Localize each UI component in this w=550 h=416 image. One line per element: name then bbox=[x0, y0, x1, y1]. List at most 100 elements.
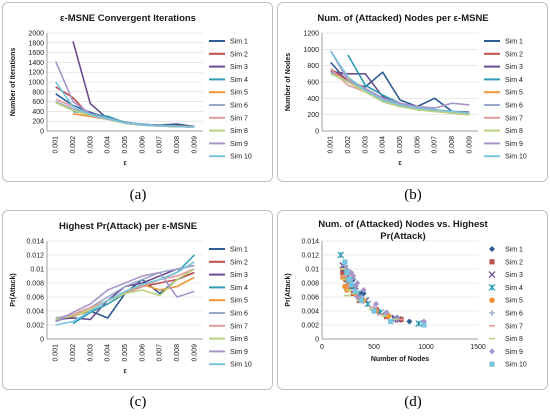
chart-a-svg: ε-MSNE Convergent Iterations 0 200 400 600 80… bbox=[10, 13, 252, 167]
data-point bbox=[354, 280, 361, 286]
legend-label: Sim 7 bbox=[230, 323, 248, 330]
x-axis-label: ε bbox=[398, 160, 402, 167]
data-point bbox=[346, 276, 352, 283]
y-tick-label: 0.008 bbox=[301, 281, 319, 288]
x-tick-label: 0.005 bbox=[122, 344, 129, 362]
legend-label: Sim 8 bbox=[505, 336, 523, 343]
chart-panel-d: Num. of (Attacked) Nodes vs. Highest Pr(A… bbox=[277, 210, 548, 390]
y-tick-label: 0.006 bbox=[26, 295, 44, 302]
y-tick-label: 0.01 bbox=[30, 267, 44, 274]
legend-label: Sim 1 bbox=[230, 39, 248, 46]
y-tick-label: 1200 bbox=[28, 70, 44, 77]
legend-label: Sim 10 bbox=[230, 362, 252, 369]
y-tick-label: 1000 bbox=[28, 80, 44, 87]
x-axis-label: ε bbox=[123, 368, 127, 375]
legend-label: Sim 10 bbox=[230, 154, 252, 161]
legend-label: Sim 4 bbox=[505, 285, 523, 292]
chart-b-svg: Num. of (Attacked) Nodes per ε-MSNE 0 200 4… bbox=[285, 13, 527, 167]
chart-panel-b: Num. of (Attacked) Nodes per ε-MSNE 0 200 4… bbox=[277, 2, 548, 182]
y-tick-label: 0.012 bbox=[26, 253, 44, 260]
y-tick-label: 2000 bbox=[28, 31, 44, 38]
y-tick-label: 600 bbox=[307, 80, 319, 87]
data-point bbox=[352, 288, 358, 294]
legend-label: Sim 1 bbox=[505, 247, 523, 254]
chart-panel-c: Highest Pr(Attack) per ε-MSNE 0 0.002 0.004… bbox=[2, 210, 273, 390]
legend-label: Sim 3 bbox=[505, 272, 523, 279]
legend-label: Sim 3 bbox=[230, 272, 248, 279]
series-line bbox=[347, 78, 470, 116]
x-tick-label: 0.005 bbox=[122, 136, 129, 154]
x-tick-label: 500 bbox=[368, 344, 380, 351]
legend-label: Sim 6 bbox=[505, 103, 523, 110]
x-tick-label: 1500 bbox=[470, 344, 486, 351]
caption-b: (b) bbox=[404, 187, 422, 203]
data-point bbox=[415, 320, 423, 328]
chart-title: Highest Pr(Attack) per ε-MSNE bbox=[59, 221, 197, 232]
legend-label: Sim 6 bbox=[230, 103, 248, 110]
legend-label: Sim 5 bbox=[505, 90, 523, 97]
x-tick-label: 0.004 bbox=[105, 344, 112, 362]
caption-a: (a) bbox=[129, 187, 147, 203]
legend-label: Sim 2 bbox=[230, 259, 248, 266]
x-tick-label: 0.007 bbox=[432, 136, 439, 154]
legend-label: Sim 5 bbox=[230, 298, 248, 305]
legend-label: Sim 5 bbox=[230, 90, 248, 97]
legend-label: Sim 7 bbox=[505, 115, 523, 122]
series-line bbox=[55, 271, 195, 323]
y-tick-label: 1000 bbox=[303, 47, 319, 54]
data-point bbox=[373, 301, 380, 307]
data-point bbox=[360, 287, 367, 293]
y-tick-label: 200 bbox=[307, 112, 319, 119]
y-tick-label: 0.008 bbox=[26, 281, 44, 288]
data-point bbox=[421, 322, 427, 328]
legend-label: Sim 8 bbox=[230, 336, 248, 343]
x-tick-label: 0.002 bbox=[70, 136, 77, 154]
legend-label: Sim 4 bbox=[505, 77, 523, 84]
x-tick-label: 0.005 bbox=[397, 136, 404, 154]
legend-label: Sim 7 bbox=[230, 115, 248, 122]
x-tick-label: 0.009 bbox=[191, 136, 198, 154]
x-tick-label: 0.006 bbox=[139, 136, 146, 154]
x-tick-label: 0.008 bbox=[174, 344, 181, 362]
legend-marker bbox=[489, 348, 495, 355]
legend-label: Sim 7 bbox=[505, 323, 523, 330]
x-tick-label: 0.006 bbox=[139, 344, 146, 362]
legend-label: Sim 2 bbox=[505, 51, 523, 58]
legend-marker bbox=[488, 271, 496, 279]
x-tick-label: 0.007 bbox=[157, 136, 164, 154]
x-axis-label: Number of Nodes bbox=[371, 356, 429, 363]
y-tick-label: 0.01 bbox=[305, 267, 319, 274]
y-tick-label: 1600 bbox=[28, 50, 44, 57]
y-tick-label: 0.002 bbox=[26, 323, 44, 330]
legend-marker bbox=[489, 361, 495, 367]
x-tick-label: 0.009 bbox=[191, 344, 198, 362]
x-tick-label: 0.007 bbox=[157, 344, 164, 362]
series-group bbox=[342, 259, 427, 328]
series-line bbox=[55, 261, 195, 326]
y-tick-label: 400 bbox=[32, 109, 44, 116]
data-point bbox=[344, 269, 350, 276]
data-point bbox=[371, 308, 377, 314]
data-point bbox=[358, 297, 365, 304]
y-tick-label: 0 bbox=[40, 337, 44, 344]
legend-label: Sim 10 bbox=[505, 154, 527, 161]
data-point bbox=[342, 259, 348, 265]
y-tick-label: 0.002 bbox=[301, 323, 319, 330]
x-tick-label: 0.003 bbox=[87, 344, 94, 362]
legend-label: Sim 3 bbox=[230, 64, 248, 71]
x-tick-label: 0.006 bbox=[414, 136, 421, 154]
y-tick-label: 0 bbox=[315, 129, 319, 136]
y-tick-label: 0 bbox=[315, 337, 319, 344]
y-tick-label: 0 bbox=[40, 129, 44, 136]
data-point bbox=[354, 294, 361, 300]
legend-label: Sim 2 bbox=[505, 259, 523, 266]
data-point bbox=[348, 269, 355, 276]
y-tick-label: 1800 bbox=[28, 40, 44, 47]
y-tick-label: 1200 bbox=[303, 31, 319, 38]
x-tick-label: 0.008 bbox=[174, 136, 181, 154]
data-point bbox=[342, 283, 348, 290]
legend-label: Sim 8 bbox=[230, 128, 248, 135]
legend-marker bbox=[489, 310, 495, 316]
caption-c: (c) bbox=[129, 394, 147, 410]
legend-marker bbox=[489, 246, 495, 252]
